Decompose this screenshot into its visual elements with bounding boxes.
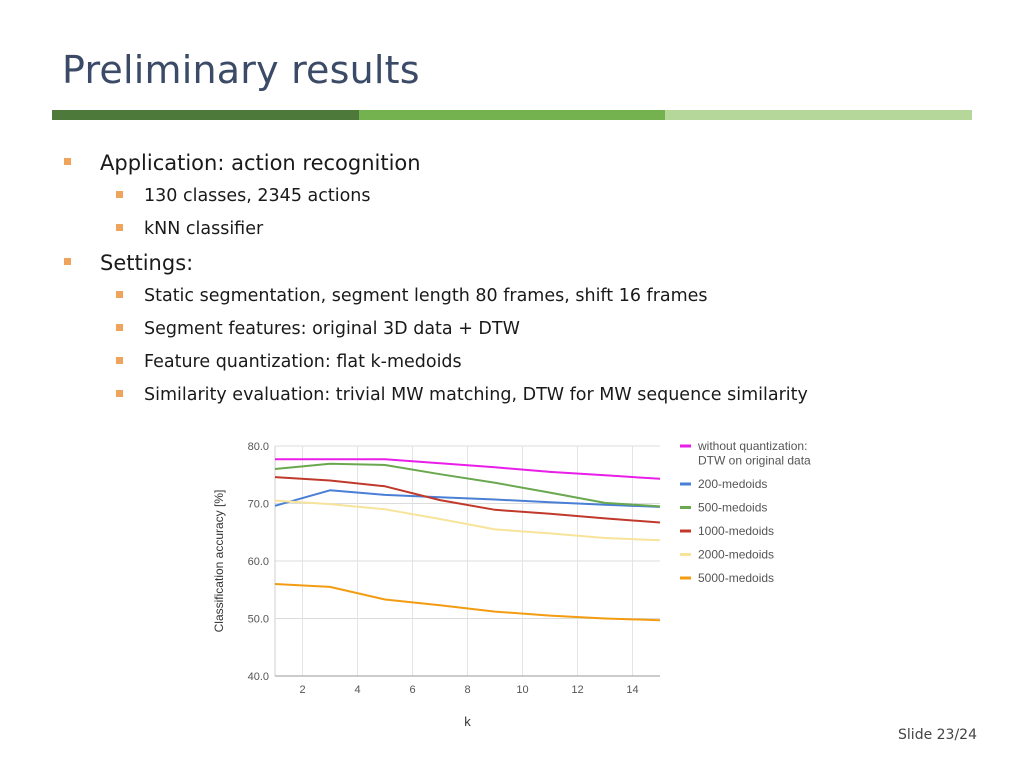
slide-title: Preliminary results (62, 48, 420, 92)
bullet-square-icon (116, 357, 123, 364)
bullet-text: 130 classes, 2345 actions (144, 186, 371, 206)
bullet-level2: kNN classifier (62, 213, 962, 246)
accuracy-line-chart: 40.0 50.0 60.0 70.0 80.0 2 4 6 8 10 12 14 k Classific… (212, 439, 811, 729)
series-line-2000-medoids (274, 499, 661, 542)
legend-label: 5000-medoids (698, 571, 774, 585)
x-axis-label: k (464, 714, 471, 729)
bullet-text: Static segmentation, segment length 80 f… (144, 286, 708, 306)
series-line-5000-medoids (274, 583, 661, 622)
x-tick-label: 10 (516, 684, 528, 696)
legend-label: without quantization: (697, 439, 807, 453)
bullet-level2: 130 classes, 2345 actions (62, 180, 962, 213)
bullet-square-icon (116, 324, 123, 331)
series-line-1000-medoids (274, 476, 661, 524)
bullet-text: Feature quantization: flat k-medoids (144, 352, 462, 372)
x-tick-label: 2 (299, 684, 305, 696)
y-axis-label: Classification accuracy [%] (212, 490, 226, 633)
y-tick-label: 70.0 (248, 499, 269, 511)
bullet-level2: Segment features: original 3D data + DTW (62, 313, 962, 346)
title-bar-segment-mid (358, 110, 666, 120)
bullet-level2: Feature quantization: flat k-medoids (62, 346, 962, 379)
title-bar-segment-light (665, 110, 973, 120)
bullet-level2: Similarity evaluation: trivial MW matchi… (62, 379, 962, 412)
bullet-square-icon (64, 158, 71, 165)
series-line-200-medoids (274, 489, 661, 508)
legend-label: DTW on original data (698, 454, 811, 468)
x-tick-label: 4 (354, 684, 360, 696)
x-tick-label: 12 (571, 684, 583, 696)
y-tick-label: 80.0 (248, 441, 269, 453)
legend-label: 200-medoids (698, 477, 767, 491)
bullet-square-icon (116, 191, 123, 198)
y-tick-label: 60.0 (248, 556, 269, 568)
x-tick-label: 6 (409, 684, 415, 696)
bullet-level1: Settings: (62, 246, 962, 280)
x-tick-label: 14 (626, 684, 638, 696)
y-tick-label: 50.0 (248, 614, 269, 626)
legend-label: 2000-medoids (698, 548, 774, 562)
x-tick-label: 8 (464, 684, 470, 696)
title-underline-bar (52, 110, 973, 120)
bullet-level1: Application: action recognition (62, 146, 962, 180)
bullet-square-icon (64, 258, 71, 265)
bullet-square-icon (116, 390, 123, 397)
legend-label: 500-medoids (698, 501, 767, 515)
bullet-text: Application: action recognition (100, 151, 421, 175)
title-bar-segment-dark (52, 110, 359, 120)
bullet-text: Segment features: original 3D data + DTW (144, 319, 520, 339)
bullet-text: Settings: (100, 251, 194, 275)
bullet-text: kNN classifier (144, 219, 264, 239)
series-line-500-medoids (274, 462, 661, 508)
slide-number: Slide 23/24 (898, 727, 977, 743)
bullet-level2: Static segmentation, segment length 80 f… (62, 280, 962, 313)
y-tick-label: 40.0 (248, 671, 269, 683)
series-line-without-quantization-dtw-on-original-data (275, 458, 661, 480)
bullet-square-icon (116, 291, 123, 298)
legend-label: 1000-medoids (698, 524, 774, 538)
bullet-square-icon (116, 224, 123, 231)
bullet-list: Application: action recognition 130 clas… (62, 146, 962, 412)
bullet-text: Similarity evaluation: trivial MW matchi… (144, 385, 808, 405)
